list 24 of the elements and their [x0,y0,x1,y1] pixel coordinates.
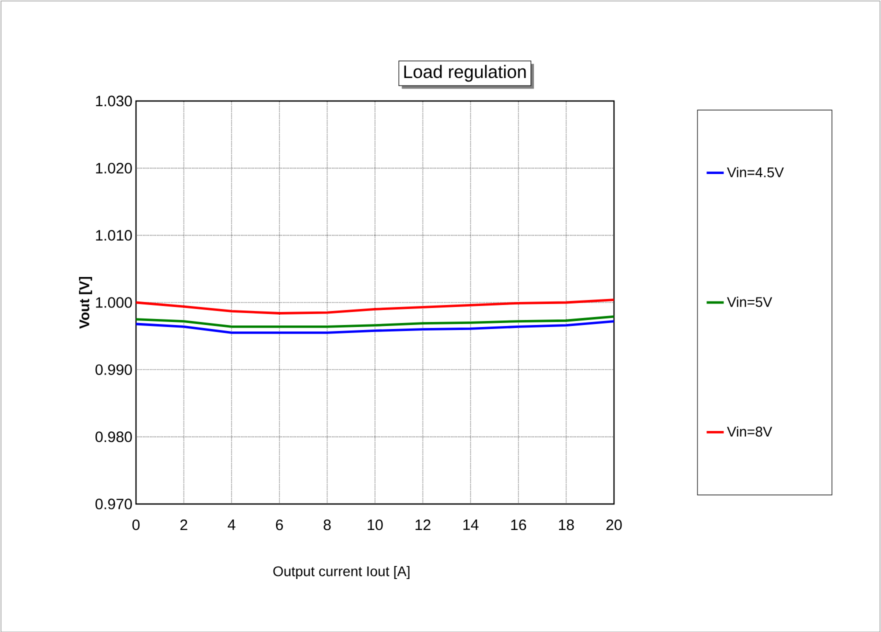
chart-title: Load regulation [404,64,526,82]
y-tick-label: 1.000 [96,296,132,308]
legend-label: Vin=5V [727,296,772,307]
legend-label: Vin=8V [727,426,772,436]
x-tick-label: 10 [368,519,383,530]
x-axis-title: Output current Iout [A] [273,566,410,579]
x-tick-label: 20 [606,519,622,530]
x-tick-label: 0 [132,519,140,530]
y-tick-label: 0.970 [96,498,132,510]
y-tick-label: 0.990 [96,364,132,375]
legend-label: Vin=4.5V [727,166,784,178]
x-tick-label: 12 [416,519,430,530]
x-tick-label: 4 [228,519,236,530]
x-tick-label: 2 [180,519,188,530]
x-tick-label: 16 [511,519,526,530]
y-tick-label: 1.030 [96,96,132,106]
y-tick-label: 0.980 [96,431,132,442]
y-tick-label: 1.010 [96,230,132,240]
x-tick-label: 6 [276,519,283,530]
y-axis-title: Vout [V] [79,276,92,329]
y-tick-label: 1.020 [96,162,132,174]
x-tick-label: 8 [324,519,331,530]
x-tick-label: 14 [463,519,479,530]
x-tick-label: 18 [559,519,574,530]
